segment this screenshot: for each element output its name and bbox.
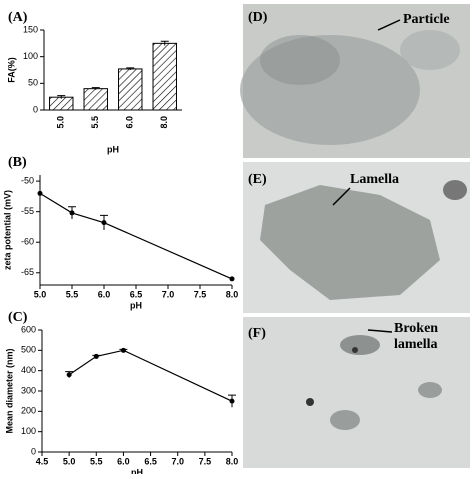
annotation: lamella — [394, 337, 438, 352]
marker — [93, 353, 99, 359]
arrow — [332, 187, 351, 206]
y-tick-label: 100 — [21, 426, 36, 436]
y-tick-label: 400 — [21, 365, 36, 375]
y-tick-label: 500 — [21, 345, 36, 355]
bar — [83, 88, 108, 111]
x-tick-label: 7.5 — [199, 456, 212, 466]
x-tick-label: 8.0 — [159, 116, 169, 129]
x-tick-label: 6.5 — [144, 456, 157, 466]
line — [39, 192, 233, 280]
error-bar — [160, 40, 169, 46]
x-tick-label: 7.0 — [171, 456, 184, 466]
x-tick-label: 5.0 — [34, 289, 47, 299]
marker — [229, 276, 235, 282]
x-tick-label: 6.5 — [130, 289, 143, 299]
y-tick-label: 200 — [21, 406, 36, 416]
panel-label: (C) — [8, 310, 28, 325]
x-tick-label: 8.0 — [226, 289, 239, 299]
panel-label: (B) — [8, 155, 27, 170]
micrograph-e — [243, 162, 470, 313]
y-tick-label: -65 — [21, 267, 34, 277]
y-tick-label: 50 — [28, 78, 38, 88]
y-tick-label: -50 — [21, 175, 34, 185]
arrow — [367, 329, 393, 333]
marker — [101, 220, 107, 226]
annotation: Broken — [394, 321, 438, 336]
y-tick-label: 150 — [23, 24, 38, 34]
x-tick-label: 5.5 — [66, 289, 79, 299]
error-bar — [91, 87, 100, 90]
annotation: Lamella — [350, 172, 399, 187]
marker — [66, 372, 72, 378]
micrograph-f — [243, 317, 470, 468]
error-bar — [126, 67, 135, 70]
x-axis-label: pH — [130, 300, 142, 310]
panel-label: (E) — [248, 172, 267, 187]
panel-label: (D) — [248, 10, 268, 25]
x-tick-label: 5.5 — [90, 116, 100, 129]
panel-label: (A) — [8, 10, 28, 25]
y-tick-label: 600 — [21, 324, 36, 334]
bar — [49, 96, 74, 111]
panel-label: (F) — [248, 326, 266, 341]
y-tick-label: -55 — [21, 206, 34, 216]
y-tick-label: 100 — [23, 51, 38, 61]
y-tick-label: -60 — [21, 237, 34, 247]
y-tick-label: 0 — [31, 446, 36, 456]
error-bar — [57, 95, 66, 99]
y-axis-label: FA(%) — [6, 57, 16, 83]
x-tick-label: 7.5 — [194, 289, 207, 299]
marker — [120, 347, 126, 353]
x-tick-label: 6.0 — [98, 289, 111, 299]
marker — [37, 190, 43, 196]
x-axis-label: pH — [107, 144, 119, 154]
x-tick-label: 6.0 — [125, 116, 135, 129]
y-axis-label: Mean diameter (nm) — [4, 348, 14, 433]
x-tick-label: 4.5 — [36, 456, 49, 466]
y-tick-label: 0 — [33, 104, 38, 114]
bar — [152, 42, 177, 111]
x-tick-label: 5.0 — [63, 456, 76, 466]
x-tick-label: 5.0 — [56, 116, 66, 129]
x-tick-label: 5.5 — [90, 456, 103, 466]
x-tick-label: 6.0 — [117, 456, 130, 466]
x-tick-label: 8.0 — [226, 456, 239, 466]
micrograph-d — [240, 4, 470, 158]
arrow — [377, 19, 401, 31]
annotation: Particle — [403, 12, 450, 27]
marker — [69, 210, 75, 216]
x-tick-label: 7.0 — [162, 289, 175, 299]
marker — [229, 398, 235, 404]
x-axis-label: pH — [131, 467, 143, 474]
y-tick-label: 300 — [21, 385, 36, 395]
bar — [118, 68, 143, 111]
y-axis-label: zeta potential (mV) — [2, 190, 12, 270]
line — [68, 349, 233, 402]
